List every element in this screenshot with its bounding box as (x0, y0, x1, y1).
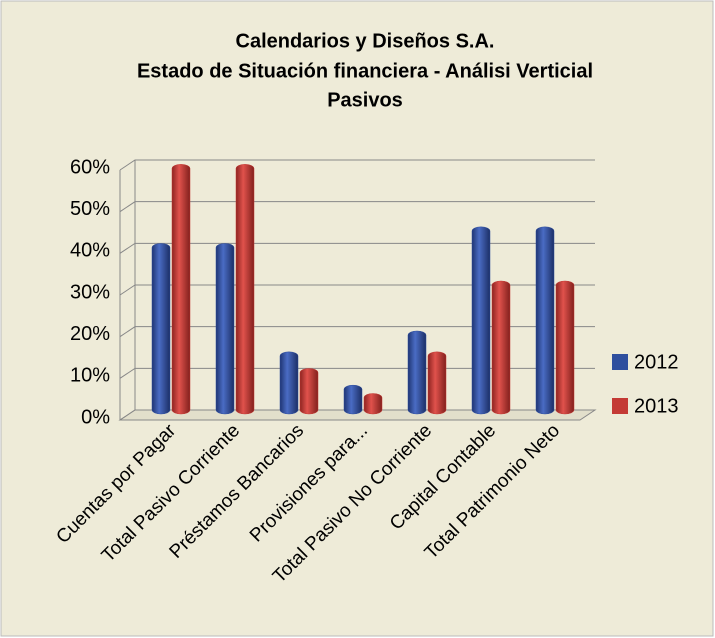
legend-swatch (612, 354, 628, 370)
bar (215, 243, 235, 415)
chart-title: Calendarios y Diseños S.A. (236, 30, 495, 52)
grid-line (119, 242, 595, 254)
y-tick-label: 40% (70, 240, 110, 262)
bar (555, 280, 575, 415)
grid-line (119, 159, 595, 171)
y-tick-label: 30% (70, 281, 110, 303)
y-tick-label: 60% (70, 156, 110, 178)
chart-subtitle: Pasivos (327, 89, 403, 111)
legend-label: 2012 (634, 351, 679, 373)
y-tick-label: 0% (81, 406, 110, 428)
bar (235, 164, 255, 415)
legend-swatch (612, 398, 628, 414)
y-tick-label: 10% (70, 365, 110, 387)
bar (343, 384, 363, 415)
chart-subtitle: Estado de Situación financiera - Análisi… (137, 60, 593, 82)
bar (471, 226, 491, 415)
y-tick-label: 20% (70, 323, 110, 345)
bar (407, 330, 427, 415)
grid-line (119, 284, 595, 296)
bar (299, 368, 319, 415)
grid-line (119, 201, 595, 213)
bar (151, 243, 171, 415)
y-tick-label: 50% (70, 198, 110, 220)
legend-label: 2013 (634, 395, 679, 417)
bar (427, 351, 447, 415)
bar (491, 280, 511, 415)
grid-line (119, 326, 595, 338)
bar (535, 226, 555, 415)
bar (279, 351, 299, 415)
bar (171, 164, 191, 415)
bar (363, 393, 383, 415)
